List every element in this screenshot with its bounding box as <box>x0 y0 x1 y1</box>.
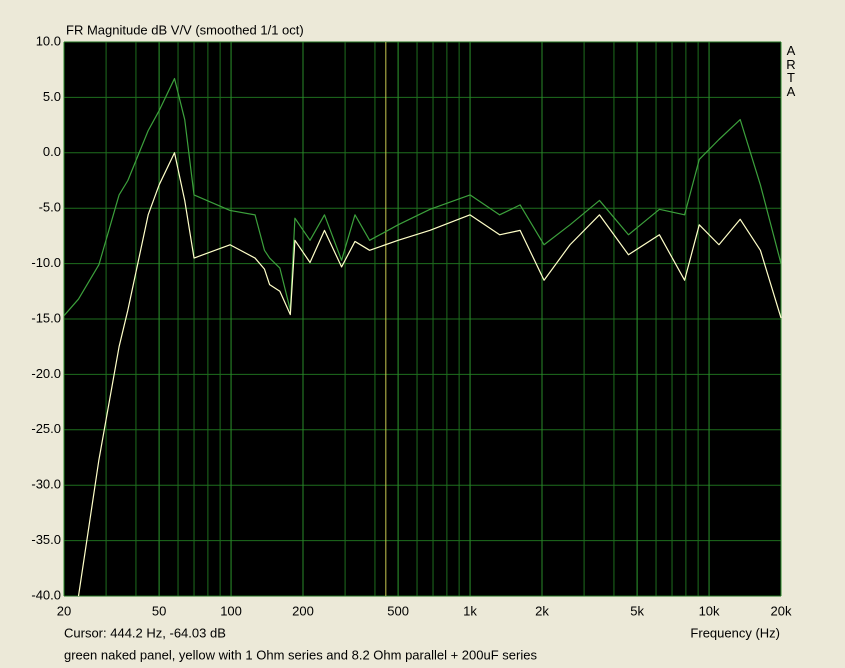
x-tick-label: 100 <box>220 603 242 618</box>
y-tick-label: -20.0 <box>31 366 61 381</box>
y-tick-label: -40.0 <box>31 587 61 602</box>
y-tick-label: -35.0 <box>31 532 61 547</box>
y-tick-label: -5.0 <box>39 200 61 215</box>
brand: ARTA <box>786 43 796 99</box>
cursor-readout: Cursor: 444.2 Hz, -64.03 dB <box>64 625 226 640</box>
x-tick-label: 5k <box>630 603 644 618</box>
chart-title: FR Magnitude dB V/V (smoothed 1/1 oct) <box>66 22 304 37</box>
x-tick-label: 50 <box>152 603 166 618</box>
series-line <box>77 152 782 597</box>
x-tick-label: 10k <box>699 603 720 618</box>
x-axis-label: Frequency (Hz) <box>690 625 780 640</box>
y-tick-label: -10.0 <box>31 255 61 270</box>
y-tick-label: -15.0 <box>31 310 61 325</box>
x-tick-label: 1k <box>463 603 477 618</box>
legend-note: green naked panel, yellow with 1 Ohm ser… <box>64 647 537 662</box>
y-tick-label: 5.0 <box>43 89 61 104</box>
y-tick-label: -25.0 <box>31 421 61 436</box>
x-tick-label: 20 <box>57 603 71 618</box>
y-tick-label: -30.0 <box>31 477 61 492</box>
x-tick-label: 200 <box>292 603 314 618</box>
y-tick-label: 10.0 <box>36 33 61 48</box>
y-tick-label: 0.0 <box>43 144 61 159</box>
x-tick-label: 2k <box>535 603 549 618</box>
x-tick-label: 20k <box>771 603 792 618</box>
x-tick-label: 500 <box>387 603 409 618</box>
series-line <box>63 77 782 317</box>
